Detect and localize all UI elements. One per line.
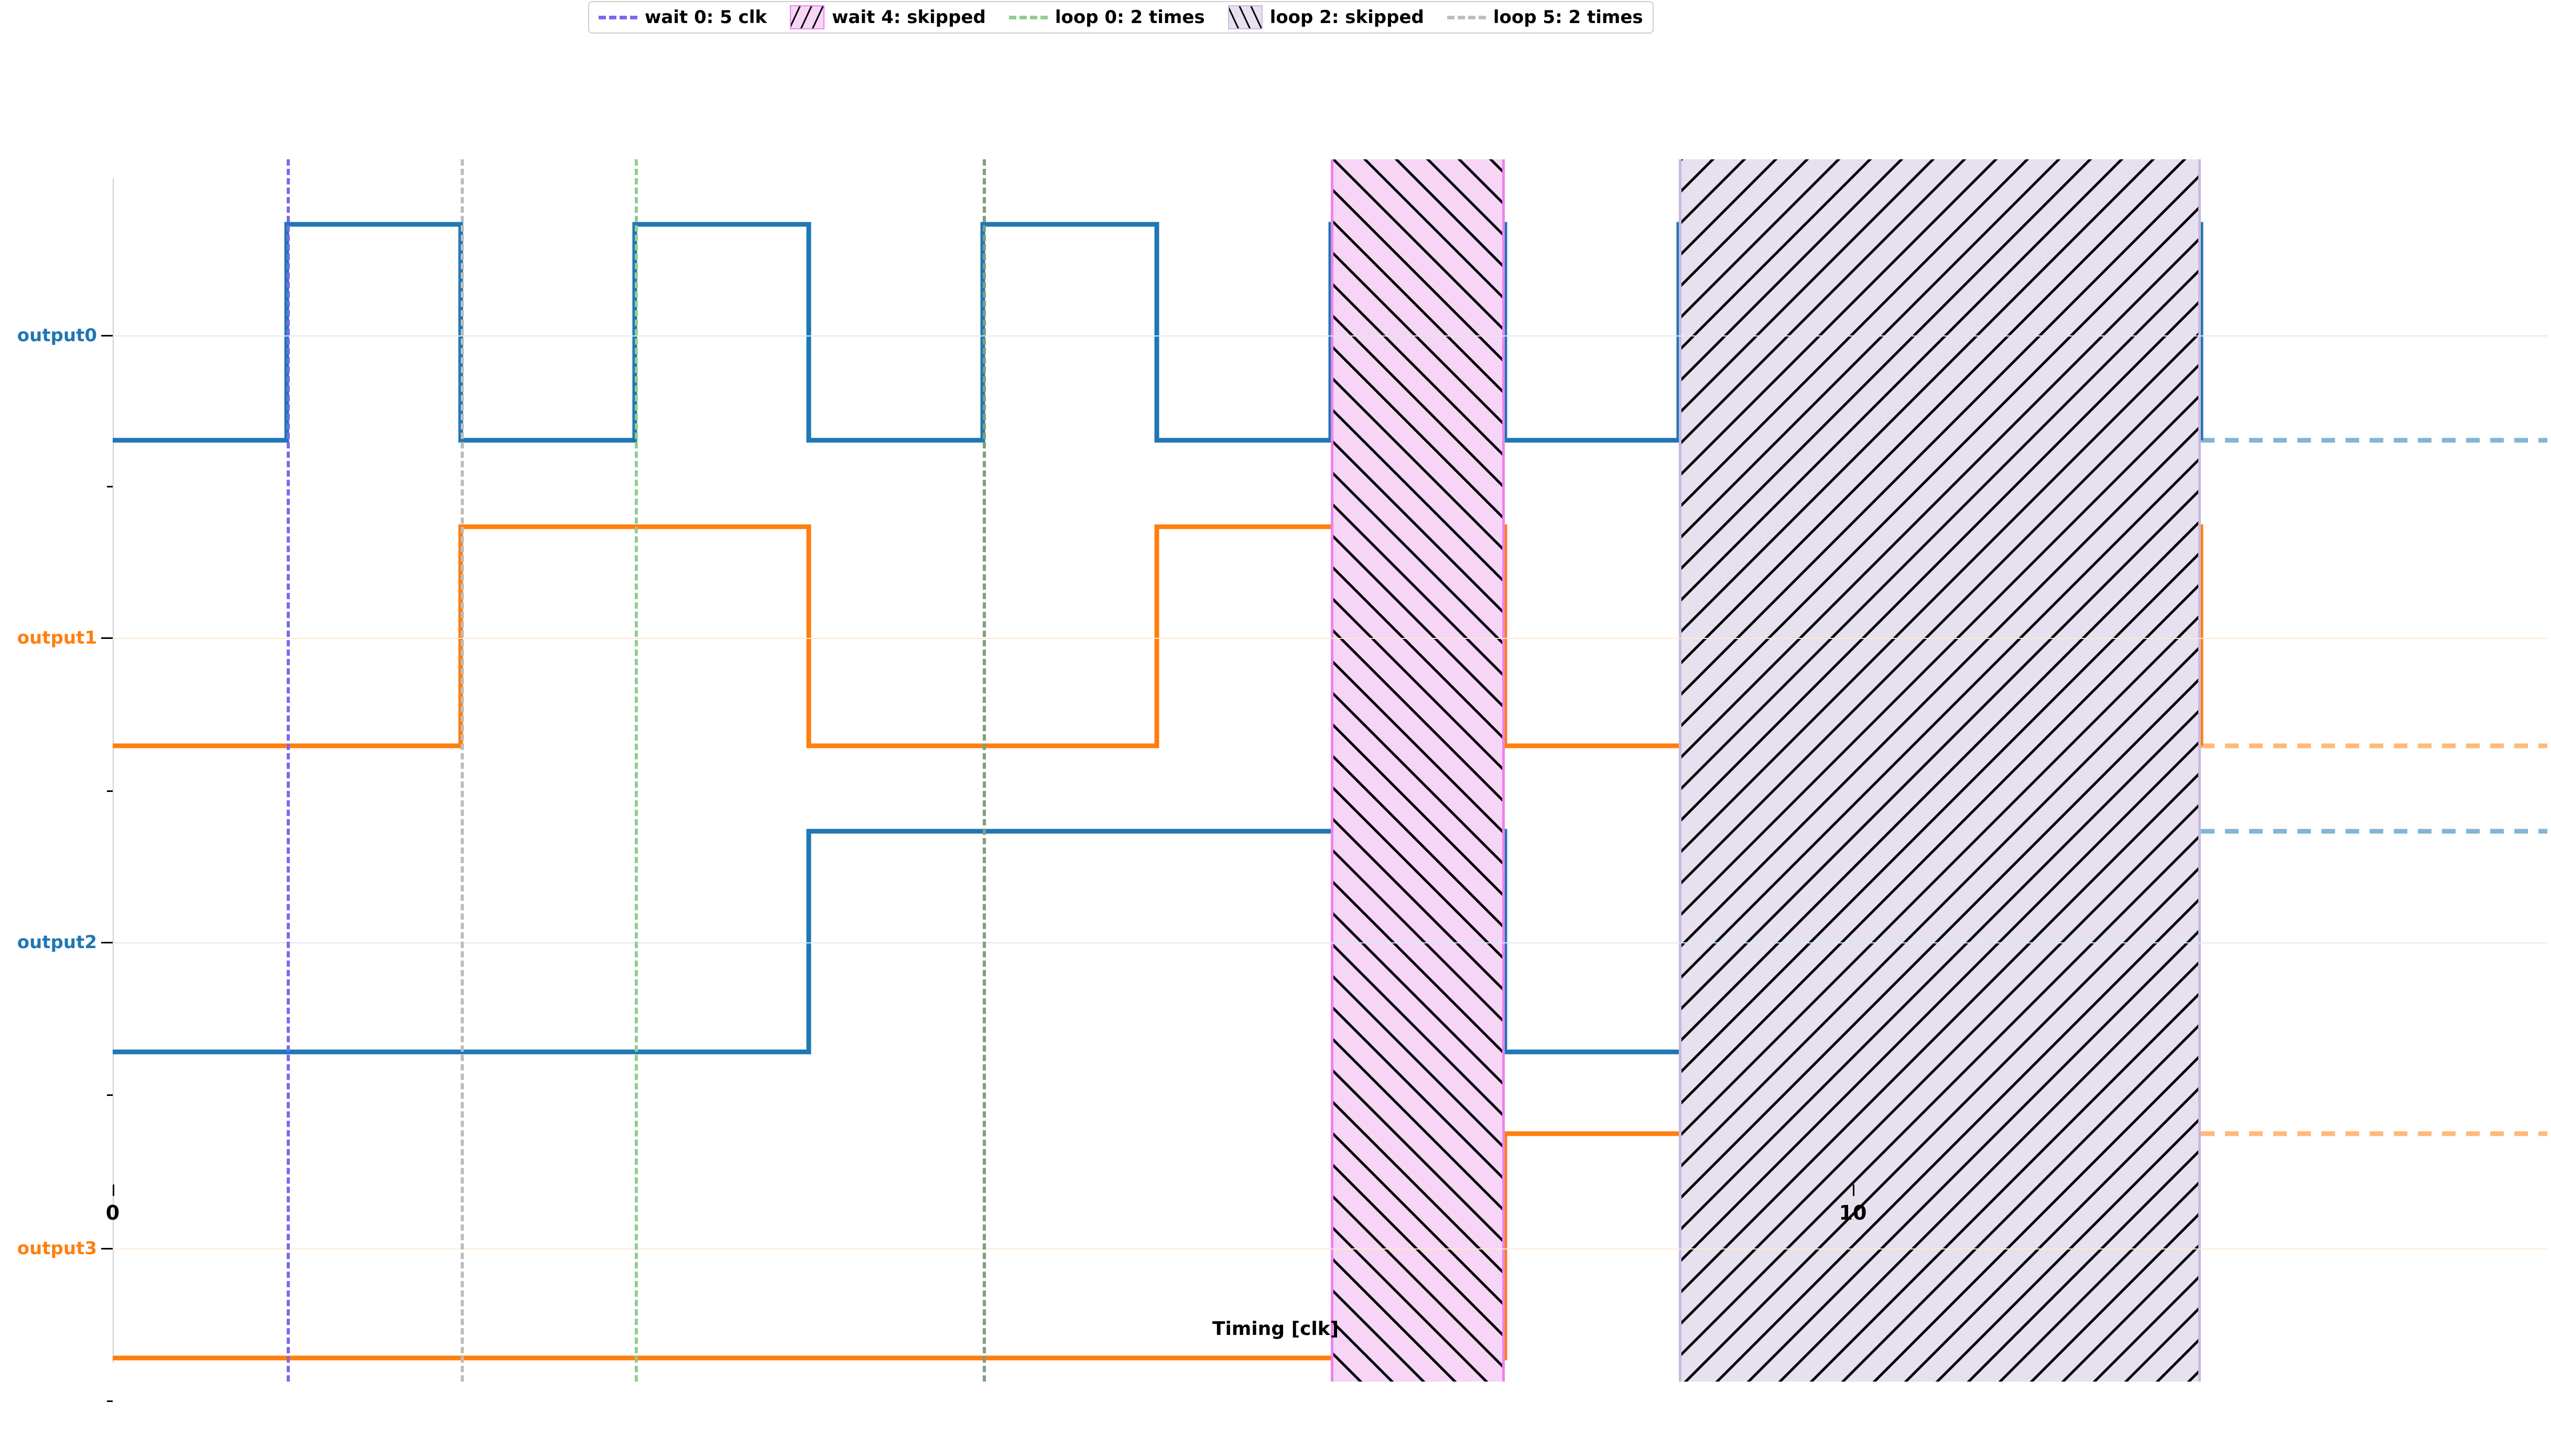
y-axis-label-output3: output3: [17, 1238, 97, 1259]
y-tick-minor-3: [107, 1400, 113, 1402]
x-tick-0: [113, 1185, 114, 1196]
vline-loop-5-b: [983, 159, 986, 1382]
legend-label: loop 5: 2 times: [1493, 7, 1643, 28]
legend-loop-5[interactable]: loop 5: 2 times: [1447, 8, 1643, 26]
hatch-fill: [1333, 159, 1502, 1382]
chart-legend: wait 0: 5 clk wait 4: skipped loop 0: 2 ti…: [588, 1, 1654, 34]
hatch-fill: [1681, 159, 2198, 1382]
span-loop-2-skipped: [1679, 159, 2201, 1382]
legend-patch-swatch: [1228, 5, 1263, 29]
y-gridline-output1: [113, 638, 2547, 639]
y-axis-label-output2: output2: [17, 932, 97, 953]
y-tick-minor-1: [107, 790, 113, 792]
legend-line-swatch: [599, 15, 637, 19]
y-axis-label-output1: output1: [17, 627, 97, 648]
legend-wait-0[interactable]: wait 0: 5 clk: [599, 8, 767, 26]
y-tick-minor-0: [107, 486, 113, 487]
y-tick-output3: [101, 1248, 113, 1249]
y-tick-output2: [101, 942, 113, 943]
legend-loop-0[interactable]: loop 0: 2 times: [1008, 7, 1205, 28]
vline-wait-0: [287, 159, 290, 1382]
vline-loop-0: [635, 159, 638, 1382]
y-tick-output0: [101, 335, 113, 336]
plot-area: output0 output1 output2 output3: [17, 159, 2547, 1402]
y-tick-output1: [101, 637, 113, 639]
y-axis-label-output0: output0: [17, 325, 97, 346]
legend-loop-2[interactable]: loop 2: skipped: [1228, 5, 1424, 29]
span-wait-4-skipped: [1331, 159, 1505, 1382]
legend-line-swatch: [1008, 15, 1048, 19]
y-axis-spine: [113, 178, 114, 1363]
legend-label: loop 0: 2 times: [1055, 7, 1205, 28]
y-tick-minor-2: [107, 1094, 113, 1096]
legend-label: loop 2: skipped: [1269, 7, 1424, 28]
legend-wait-4[interactable]: wait 4: skipped: [790, 5, 986, 29]
x-axis-title: Timing [clk]: [1212, 1318, 1339, 1340]
y-gridline-output3: [113, 1248, 2547, 1249]
vline-loop-5-a: [461, 159, 464, 1382]
waveform-output2: [113, 829, 2201, 1055]
legend-label: wait 0: 5 clk: [645, 7, 767, 28]
legend-label: wait 4: skipped: [832, 7, 986, 28]
x-tick-label-10: 10: [1839, 1201, 1867, 1224]
y-gridline-output0: [113, 335, 2547, 336]
x-tick-label-0: 0: [105, 1201, 120, 1224]
x-tick-10: [1853, 1185, 1854, 1196]
legend-patch-swatch: [790, 5, 825, 29]
y-gridline-output2: [113, 942, 2547, 943]
legend-line-swatch: [1447, 15, 1486, 19]
